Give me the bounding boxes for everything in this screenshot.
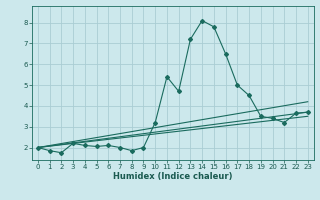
X-axis label: Humidex (Indice chaleur): Humidex (Indice chaleur) bbox=[113, 172, 233, 181]
